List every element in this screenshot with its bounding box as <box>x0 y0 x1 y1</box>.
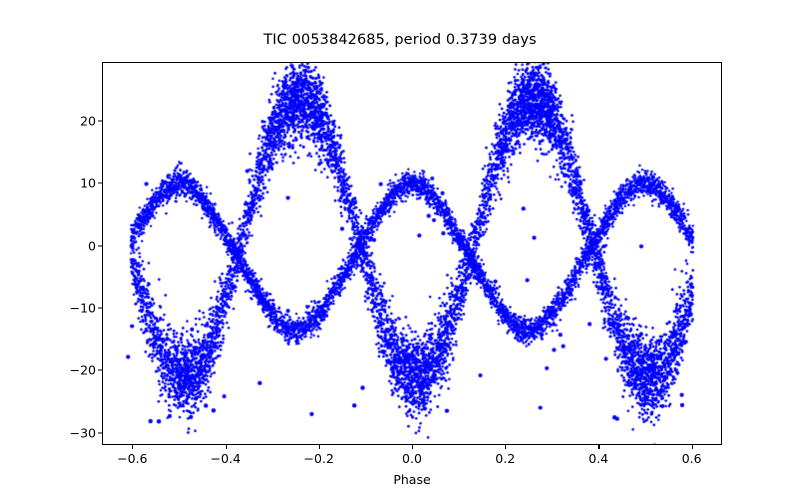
x-tick-label: 0.6 <box>681 451 702 466</box>
page-title: TIC 0053842685, period 0.3739 days <box>263 32 537 48</box>
y-axis-tick-marks <box>98 62 102 445</box>
y-axis-label-container: Normalized PDC flux <box>24 62 44 445</box>
x-axis-label: Phase <box>393 472 431 487</box>
x-tick-mark <box>132 445 134 449</box>
y-tick-label: 0 <box>88 238 96 254</box>
y-axis-tick-labels: 20 10 0 −10 −20 −30 <box>44 62 96 445</box>
y-tick-mark <box>98 182 102 184</box>
x-tick-mark <box>505 445 507 449</box>
x-tick-mark <box>598 445 600 449</box>
y-tick-label: −20 <box>69 362 96 378</box>
y-tick-mark <box>98 307 102 309</box>
y-tick-label: 20 <box>80 113 96 129</box>
x-tick-label: 0.2 <box>495 451 516 466</box>
x-tick-label: −0.6 <box>117 451 148 466</box>
x-tick-label: 0.0 <box>402 451 422 466</box>
y-tick-mark <box>98 369 102 371</box>
x-tick-label: 0.4 <box>588 451 609 466</box>
y-tick-label: 10 <box>80 175 96 191</box>
x-tick-mark <box>225 445 227 449</box>
x-axis-tick-marks <box>102 445 722 449</box>
x-tick-mark <box>318 445 320 449</box>
y-tick-label: −30 <box>69 425 96 441</box>
y-tick-mark <box>98 120 102 122</box>
y-tick-mark <box>98 245 102 247</box>
scatter-plot-canvas <box>103 63 721 444</box>
plot-axes-frame <box>102 62 722 445</box>
x-tick-label: −0.2 <box>303 451 334 466</box>
x-axis-tick-labels: −0.6 −0.4 −0.2 0.0 0.2 0.4 0.6 <box>102 451 722 469</box>
x-tick-mark <box>412 445 414 449</box>
y-tick-label: −10 <box>69 300 96 316</box>
y-tick-mark <box>98 432 102 434</box>
x-tick-label: −0.4 <box>210 451 241 466</box>
x-tick-mark <box>691 445 693 449</box>
